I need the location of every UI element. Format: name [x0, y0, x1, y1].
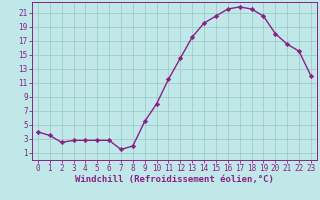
X-axis label: Windchill (Refroidissement éolien,°C): Windchill (Refroidissement éolien,°C)	[75, 175, 274, 184]
